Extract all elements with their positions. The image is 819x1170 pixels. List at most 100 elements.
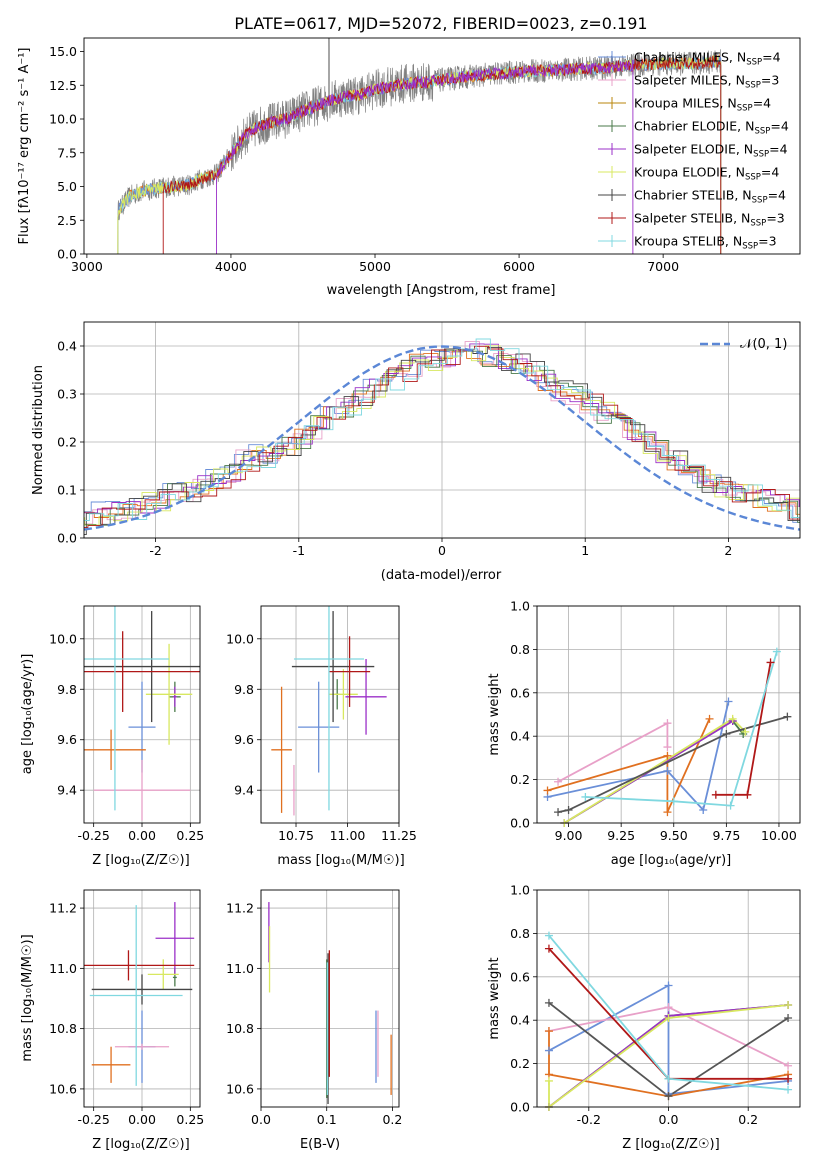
y-tick-label: 2.5 bbox=[57, 213, 77, 228]
axes-frame bbox=[83, 321, 801, 539]
y-tick-label: 11.0 bbox=[49, 961, 77, 976]
y-tick-label: 10.0 bbox=[49, 112, 77, 127]
weight-marker bbox=[784, 1085, 793, 1094]
model-spectrum bbox=[117, 55, 722, 254]
weight-marker bbox=[663, 751, 672, 760]
y-tick-label: 0.0 bbox=[510, 816, 530, 831]
x-tick-label: 0.0 bbox=[251, 1112, 271, 1127]
weight-marker bbox=[664, 981, 673, 990]
weight-marker bbox=[784, 1001, 793, 1010]
y-tick-label: 10.0 bbox=[226, 631, 254, 646]
weight-marker bbox=[784, 1061, 793, 1070]
x-tick-label: -1 bbox=[293, 543, 305, 558]
x-tick-label: 0.0 bbox=[659, 1112, 679, 1127]
weight-marker bbox=[544, 1046, 553, 1055]
axes-weight-vs-age: 9.00 9.25 9.50 9.75 10.00 0.0 0.2 0.4 0.6 0.8 1.0 a… bbox=[487, 599, 801, 868]
y-tick-label: 9.4 bbox=[234, 783, 254, 798]
x-tick-label: -0.2 bbox=[577, 1112, 601, 1127]
y-axis-label: mass weight bbox=[487, 957, 502, 1039]
y-tick-label: 0.6 bbox=[510, 685, 530, 700]
legend-label: 𝒩(0, 1) bbox=[740, 337, 787, 352]
y-tick-label: 10.8 bbox=[49, 1021, 77, 1036]
axes-spectrum: 3000 4000 5000 6000 7000 0.0 2.5 5.0 7.5 10.0 12.5… bbox=[17, 37, 801, 298]
weight-marker bbox=[705, 714, 714, 723]
weight-marker bbox=[664, 1014, 673, 1023]
figure-title: PLATE=0617, MJD=52072, FIBERID=0023, z=0… bbox=[234, 14, 647, 33]
weight-marker bbox=[664, 1092, 673, 1101]
weight-marker bbox=[544, 931, 553, 940]
histogram-series bbox=[84, 346, 800, 536]
weight-marker bbox=[581, 792, 590, 801]
x-tick-label: 9.50 bbox=[660, 828, 688, 843]
y-tick-label: 11.2 bbox=[226, 901, 254, 916]
legend-label: Kroupa MILES, NSSP=4 bbox=[634, 96, 771, 114]
y-tick-label: 0.6 bbox=[510, 969, 530, 984]
axes-frame bbox=[536, 605, 801, 824]
legend-label: Chabrier MILES, NSSP=4 bbox=[634, 50, 781, 68]
model-spectrum bbox=[117, 54, 722, 254]
weight-line bbox=[547, 718, 711, 813]
axes-frame bbox=[83, 37, 801, 255]
x-tick-label: 5000 bbox=[359, 259, 391, 274]
x-axis-label: Z [log₁₀(Z/Z☉)] bbox=[92, 1137, 189, 1152]
axes-mass-vs-z: -0.25 0.00 0.25 10.6 10.8 11.0 11.2 Z [log₁₀(Z/… bbox=[20, 889, 204, 1152]
x-tick-label: 0 bbox=[438, 543, 446, 558]
axes-frame bbox=[260, 889, 400, 1108]
plot-area bbox=[268, 902, 392, 1104]
y-axis-label: Flux [fλ10⁻¹⁷ erg cm⁻² s⁻¹ A⁻¹] bbox=[17, 48, 32, 245]
x-tick-label: -2 bbox=[149, 543, 161, 558]
y-tick-label: 1.0 bbox=[510, 883, 530, 898]
weight-line bbox=[548, 983, 789, 1096]
weight-line bbox=[557, 721, 669, 783]
y-tick-label: 9.8 bbox=[234, 682, 254, 697]
y-tick-label: 9.8 bbox=[57, 682, 77, 697]
weight-marker bbox=[766, 658, 775, 667]
weight-marker bbox=[711, 790, 720, 799]
grid bbox=[84, 322, 800, 539]
weight-marker bbox=[544, 944, 553, 953]
weight-marker bbox=[722, 730, 731, 739]
x-tick-label: 0.2 bbox=[738, 1112, 758, 1127]
y-tick-label: 0.2 bbox=[57, 435, 77, 450]
x-tick-label: 6000 bbox=[503, 259, 535, 274]
weight-marker bbox=[783, 712, 792, 721]
weight-marker bbox=[669, 797, 678, 806]
plot-area bbox=[84, 606, 200, 821]
x-tick-label: 0.1 bbox=[317, 1112, 337, 1127]
legend-label: Salpeter MILES, NSSP=3 bbox=[634, 73, 779, 91]
axes-age-vs-mass: 10.75 11.00 11.25 9.4 9.6 9.8 10.0 mass [log₁₀(… bbox=[226, 605, 417, 868]
x-tick-label: 0.2 bbox=[382, 1112, 402, 1127]
x-tick-label: 10.75 bbox=[278, 828, 314, 843]
axes-frame bbox=[536, 889, 801, 1108]
weight-marker bbox=[564, 805, 573, 814]
plot-area bbox=[117, 38, 722, 254]
y-tick-label: 0.0 bbox=[57, 531, 77, 546]
y-axis-label: mass [log₁₀(M/M☉)] bbox=[20, 934, 35, 1061]
x-tick-label: 7000 bbox=[647, 259, 679, 274]
weight-marker bbox=[554, 777, 563, 786]
axes-frame bbox=[83, 889, 201, 1108]
weight-marker bbox=[772, 647, 781, 656]
model-spectrum bbox=[216, 59, 634, 254]
plot-area bbox=[84, 902, 195, 1086]
weight-marker bbox=[726, 801, 735, 810]
x-tick-label: -0.25 bbox=[77, 828, 109, 843]
weight-marker bbox=[664, 1003, 673, 1012]
y-tick-label: 0.3 bbox=[57, 387, 77, 402]
y-tick-label: 10.0 bbox=[49, 631, 77, 646]
x-tick-label: 0.25 bbox=[176, 828, 204, 843]
y-tick-label: 10.6 bbox=[49, 1081, 77, 1096]
y-axis-label: Normed distribution bbox=[31, 365, 46, 495]
x-axis-label: wavelength [Angstrom, rest frame] bbox=[327, 283, 556, 298]
legend-label: Chabrier ELODIE, NSSP=4 bbox=[634, 119, 789, 137]
legend-label: Salpeter ELODIE, NSSP=4 bbox=[634, 142, 788, 160]
axes-frame bbox=[260, 605, 400, 824]
weight-marker bbox=[663, 766, 672, 775]
axes-mass-vs-ebv: 0.0 0.1 0.2 10.6 10.8 11.0 11.2 E(B-V) bbox=[226, 889, 402, 1152]
weight-marker bbox=[554, 808, 563, 817]
y-tick-label: 11.2 bbox=[49, 901, 77, 916]
y-tick-label: 0.2 bbox=[510, 772, 530, 787]
weight-marker bbox=[543, 786, 552, 795]
plot-area bbox=[271, 606, 387, 816]
